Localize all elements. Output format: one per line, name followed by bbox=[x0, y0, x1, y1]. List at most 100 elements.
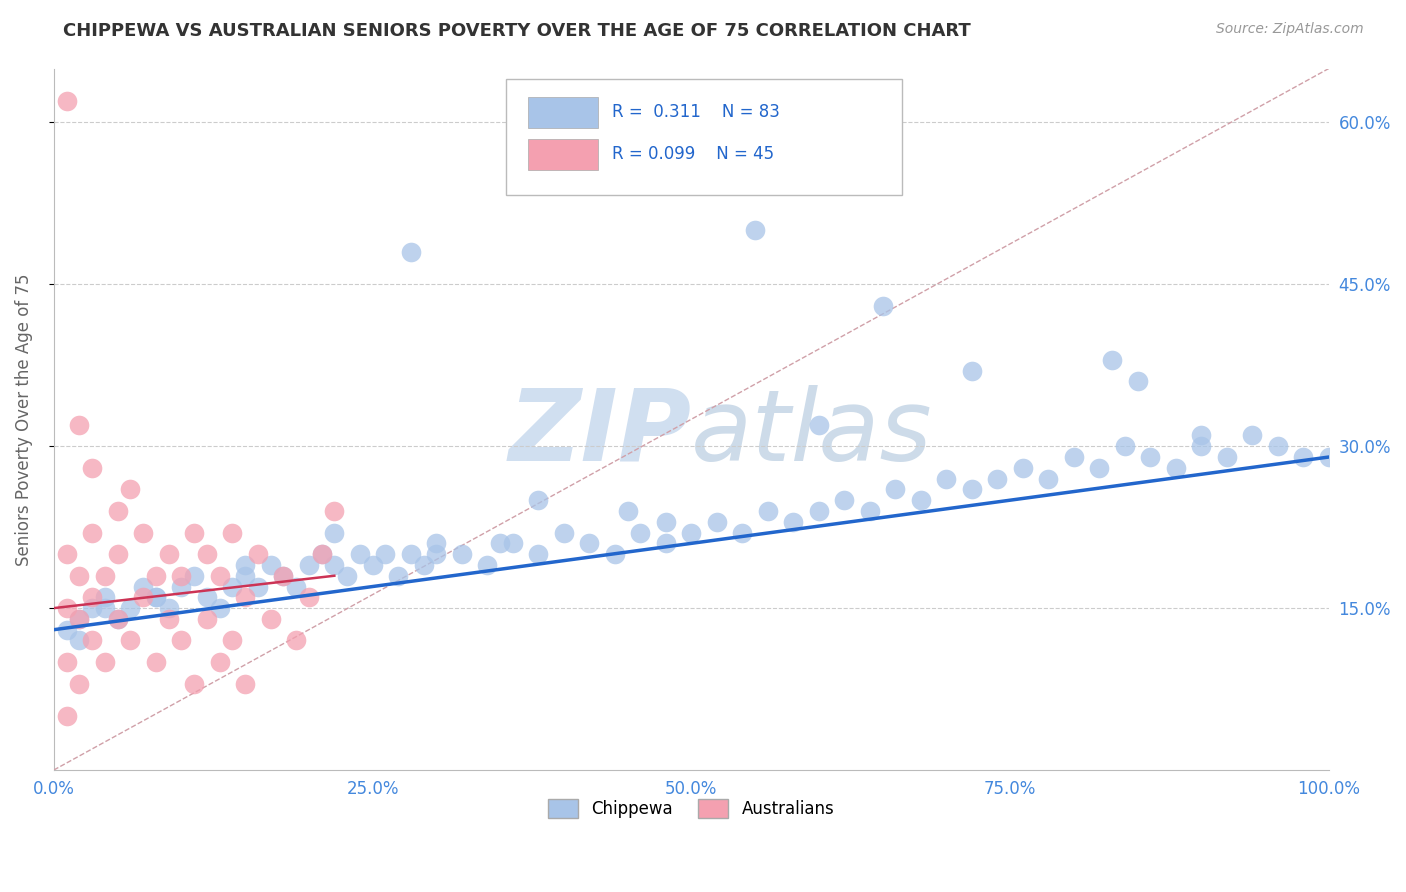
Text: R =  0.311    N = 83: R = 0.311 N = 83 bbox=[612, 103, 780, 121]
Point bbox=[246, 547, 269, 561]
Point bbox=[374, 547, 396, 561]
Point bbox=[55, 709, 77, 723]
Text: Source: ZipAtlas.com: Source: ZipAtlas.com bbox=[1216, 22, 1364, 37]
Point bbox=[1164, 460, 1187, 475]
Point bbox=[477, 558, 499, 572]
Point bbox=[336, 568, 359, 582]
Point bbox=[183, 676, 205, 690]
Point bbox=[1189, 428, 1212, 442]
Text: CHIPPEWA VS AUSTRALIAN SENIORS POVERTY OVER THE AGE OF 75 CORRELATION CHART: CHIPPEWA VS AUSTRALIAN SENIORS POVERTY O… bbox=[63, 22, 972, 40]
Point bbox=[910, 493, 932, 508]
Point bbox=[1088, 460, 1111, 475]
Point bbox=[67, 612, 90, 626]
Point bbox=[132, 580, 155, 594]
Point bbox=[425, 536, 447, 550]
Point bbox=[1216, 450, 1239, 464]
Point bbox=[67, 612, 90, 626]
Point bbox=[55, 601, 77, 615]
Point bbox=[55, 547, 77, 561]
Point bbox=[1267, 439, 1289, 453]
Point bbox=[145, 568, 167, 582]
Point bbox=[195, 612, 218, 626]
Point bbox=[361, 558, 384, 572]
Point bbox=[628, 525, 651, 540]
Point bbox=[170, 568, 193, 582]
Point bbox=[285, 633, 308, 648]
Point bbox=[298, 591, 321, 605]
Point bbox=[655, 536, 678, 550]
Point bbox=[183, 568, 205, 582]
Point bbox=[233, 676, 256, 690]
Point bbox=[157, 547, 180, 561]
Point bbox=[387, 568, 409, 582]
Point bbox=[489, 536, 512, 550]
Point bbox=[298, 558, 321, 572]
Point bbox=[94, 601, 117, 615]
Point bbox=[412, 558, 434, 572]
Point bbox=[107, 612, 129, 626]
Point bbox=[208, 655, 231, 669]
Point bbox=[94, 568, 117, 582]
Text: ZIP: ZIP bbox=[509, 384, 692, 482]
Y-axis label: Seniors Poverty Over the Age of 75: Seniors Poverty Over the Age of 75 bbox=[15, 273, 32, 566]
Point bbox=[884, 483, 907, 497]
Point bbox=[527, 493, 550, 508]
Point bbox=[132, 591, 155, 605]
Point bbox=[1126, 375, 1149, 389]
Point bbox=[273, 568, 295, 582]
Point bbox=[55, 655, 77, 669]
Point bbox=[195, 591, 218, 605]
Point bbox=[221, 633, 243, 648]
Text: R = 0.099    N = 45: R = 0.099 N = 45 bbox=[612, 145, 775, 163]
Point bbox=[107, 612, 129, 626]
Point bbox=[145, 591, 167, 605]
Point bbox=[132, 525, 155, 540]
Point bbox=[681, 525, 703, 540]
Point bbox=[233, 591, 256, 605]
Point bbox=[323, 525, 346, 540]
Point bbox=[1101, 352, 1123, 367]
Point bbox=[170, 633, 193, 648]
Point bbox=[195, 547, 218, 561]
Point bbox=[157, 612, 180, 626]
Point bbox=[960, 483, 983, 497]
Point bbox=[756, 504, 779, 518]
Point bbox=[1189, 439, 1212, 453]
Point bbox=[67, 417, 90, 432]
FancyBboxPatch shape bbox=[506, 79, 901, 194]
Point bbox=[120, 483, 142, 497]
Point bbox=[1139, 450, 1161, 464]
Text: atlas: atlas bbox=[692, 384, 934, 482]
Point bbox=[80, 601, 103, 615]
Point bbox=[502, 536, 524, 550]
Point bbox=[986, 472, 1008, 486]
Point bbox=[425, 547, 447, 561]
Point bbox=[120, 601, 142, 615]
Point bbox=[80, 525, 103, 540]
FancyBboxPatch shape bbox=[529, 96, 598, 128]
Point bbox=[55, 623, 77, 637]
Point bbox=[960, 364, 983, 378]
Point bbox=[157, 601, 180, 615]
Point bbox=[170, 580, 193, 594]
Point bbox=[603, 547, 626, 561]
Point bbox=[80, 460, 103, 475]
Point bbox=[872, 299, 894, 313]
Point bbox=[349, 547, 371, 561]
Point bbox=[221, 525, 243, 540]
Point bbox=[67, 676, 90, 690]
Point bbox=[807, 417, 830, 432]
Point bbox=[935, 472, 957, 486]
Point bbox=[553, 525, 575, 540]
Point bbox=[399, 244, 422, 259]
Point bbox=[1241, 428, 1264, 442]
FancyBboxPatch shape bbox=[529, 138, 598, 170]
Point bbox=[259, 558, 281, 572]
Point bbox=[145, 655, 167, 669]
Point bbox=[55, 94, 77, 108]
Point bbox=[259, 612, 281, 626]
Point bbox=[94, 591, 117, 605]
Point bbox=[311, 547, 333, 561]
Point bbox=[311, 547, 333, 561]
Point bbox=[1317, 450, 1340, 464]
